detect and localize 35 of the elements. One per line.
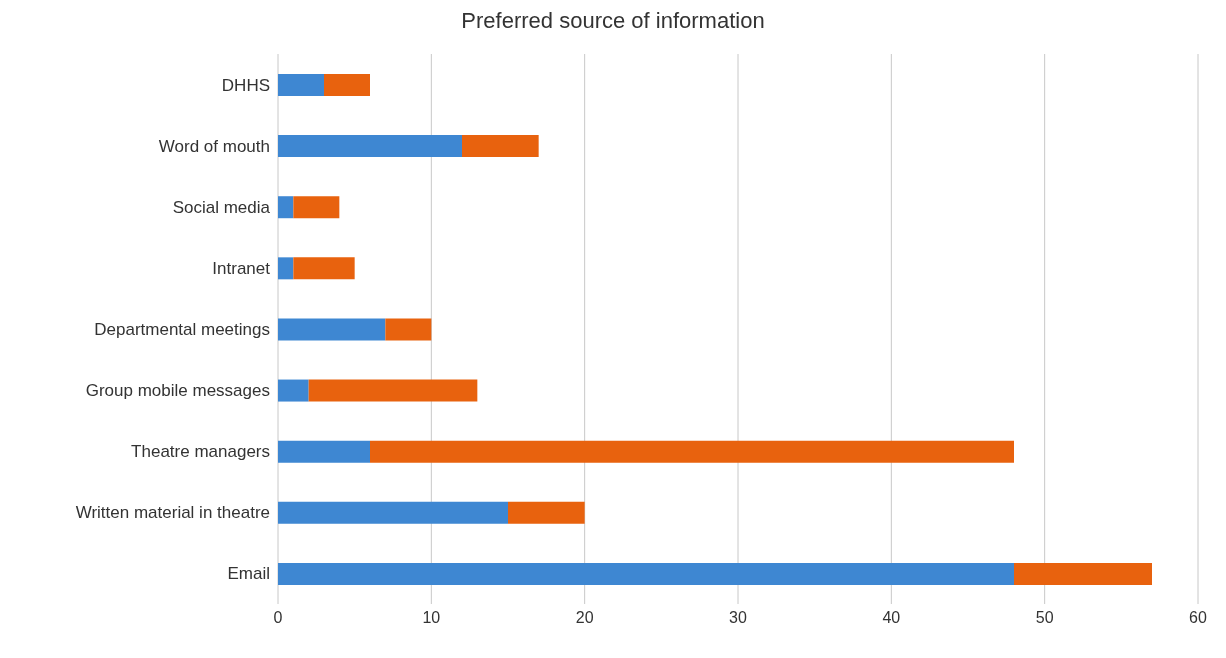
bar: [308, 379, 478, 402]
bar: [278, 562, 1014, 585]
bar: [1014, 562, 1152, 585]
x-tick-label: 10: [422, 609, 441, 627]
bar: [278, 501, 508, 524]
bar: [508, 501, 585, 524]
y-tick-label: DHHS: [221, 75, 270, 95]
y-tick-label: Word of mouth: [158, 136, 270, 156]
bar: [278, 196, 294, 219]
x-tick-label: 20: [575, 609, 594, 627]
bar: [278, 440, 370, 463]
y-tick-label: Intranet: [212, 258, 271, 278]
bar: [278, 135, 462, 158]
x-tick-label: 60: [1189, 609, 1207, 627]
bar: [293, 257, 355, 280]
bar: [293, 196, 340, 219]
bar: [462, 135, 539, 158]
bar: [370, 440, 1014, 463]
bar: [324, 74, 370, 96]
y-tick-label: Departmental meetings: [94, 320, 270, 340]
x-tick-label: 30: [729, 609, 747, 627]
bar: [278, 74, 324, 96]
bar: [385, 318, 432, 341]
y-tick-label: Email: [227, 564, 270, 584]
y-tick-label: Social media: [172, 197, 271, 217]
y-tick-label: Theatre managers: [131, 442, 270, 462]
x-tick-label: 40: [882, 609, 901, 627]
bar: [278, 379, 309, 402]
bar: [278, 318, 386, 341]
bar: [278, 257, 294, 280]
x-tick-label: 50: [1035, 609, 1054, 627]
y-tick-label: Group mobile messages: [85, 381, 270, 401]
x-tick-label: 0: [273, 609, 283, 627]
y-tick-label: Written material in theatre: [75, 503, 270, 523]
chart-title: Preferred source of information: [460, 8, 766, 34]
